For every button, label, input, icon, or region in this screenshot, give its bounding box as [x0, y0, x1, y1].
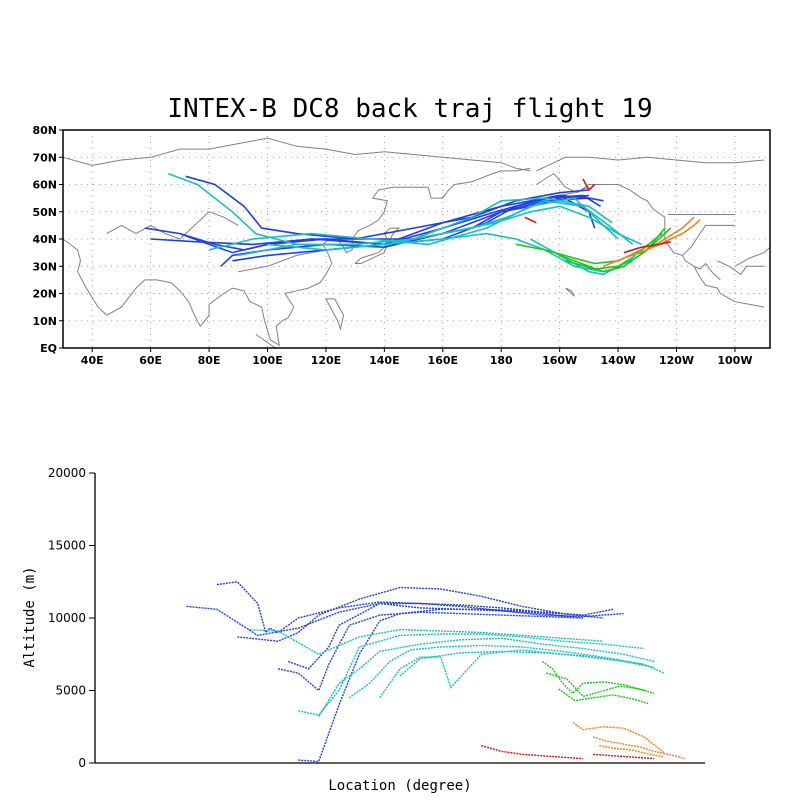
- coastline: [238, 249, 326, 273]
- map-x-tick-label: 180: [490, 354, 513, 367]
- map-trajectories: [144, 172, 701, 276]
- coastline: [63, 167, 531, 347]
- map-x-tick-label: 140E: [369, 354, 399, 367]
- map-trajectory-orange: [632, 219, 701, 257]
- map-y-tick-label: 30N: [32, 260, 57, 273]
- altitude-trajectory-cyan: [318, 637, 655, 717]
- altitude-trajectory-orange: [572, 721, 665, 754]
- coastline-map: [63, 137, 770, 348]
- altitude-trajectory-red: [481, 744, 584, 760]
- map-trajectory-red: [582, 178, 596, 192]
- map-trajectory-cyan: [238, 199, 634, 257]
- map-x-tick-label: 160W: [542, 354, 577, 367]
- altitude-trajectories: [186, 581, 685, 763]
- altitude-trajectory-red: [593, 753, 655, 760]
- altitude-y-axis-label: Altitude (m): [22, 566, 38, 667]
- map-x-tick-label: 100E: [252, 354, 282, 367]
- map-trajectory-green: [565, 227, 672, 270]
- altitude-y-tick-label: 5000: [55, 684, 86, 698]
- map-y-tick-label: 10N: [32, 315, 57, 328]
- altitude-y-ticks: 0 5000 10000 15000 20000: [48, 466, 95, 770]
- map-x-tick-label: 120W: [659, 354, 694, 367]
- altitude-trajectory-green: [558, 688, 649, 705]
- map-y-tick-label: 80N: [32, 124, 57, 137]
- map-trajectory-green: [515, 232, 663, 265]
- map-y-tick-label: EQ: [40, 342, 57, 355]
- chart-title: INTEX-B DC8 back traj flight 19: [167, 94, 652, 124]
- altitude-trajectory-cyan: [399, 650, 655, 677]
- map-x-tick-label: 60E: [139, 354, 162, 367]
- coastline: [734, 246, 770, 267]
- coastline: [717, 260, 765, 276]
- map-x-tick-label: 100W: [717, 354, 752, 367]
- altitude-y-tick-label: 10000: [48, 611, 86, 625]
- map-y-tick-label: 70N: [32, 151, 57, 164]
- altitude-trajectory-cyan: [348, 644, 665, 699]
- coastline: [565, 287, 575, 297]
- altitude-trajectory-cyan: [379, 649, 645, 699]
- coastline: [693, 262, 721, 281]
- coastline: [106, 211, 239, 240]
- map-y-tick-label: 20N: [32, 288, 57, 301]
- altitude-trajectory-blue: [298, 608, 584, 763]
- map-x-tick-label: 160E: [428, 354, 458, 367]
- map-trajectory-orange: [603, 216, 695, 268]
- altitude-trajectory-cyan: [247, 628, 604, 656]
- altitude-y-tick-label: 20000: [48, 466, 86, 480]
- map-trajectory-red: [524, 216, 537, 224]
- coastline: [63, 137, 531, 172]
- map-trajectory-cyan: [325, 232, 625, 273]
- map-x-tick-label: 40E: [81, 354, 104, 367]
- altitude-trajectory-green: [546, 672, 655, 698]
- coastline: [536, 156, 765, 172]
- coastline: [354, 227, 401, 264]
- map-x-tick-label: 140W: [601, 354, 636, 367]
- altitude-trajectory-blue: [277, 611, 584, 692]
- altitude-trajectory-cyan: [298, 633, 645, 716]
- altitude-panel: 0 5000 10000 15000 20000 Altitude (m) Locati…: [22, 466, 705, 794]
- map-y-tick-label: 40N: [32, 233, 57, 246]
- map-y-tick-label: 50N: [32, 206, 57, 219]
- altitude-axes: [94, 473, 705, 764]
- altitude-trajectory-blue: [216, 581, 624, 634]
- altitude-y-tick-label: 15000: [48, 539, 86, 553]
- altitude-x-axis-label: Location (degree): [328, 778, 471, 794]
- altitude-trajectory-orange: [599, 744, 665, 758]
- coastline: [255, 333, 277, 348]
- altitude-y-tick-label: 0: [78, 756, 86, 770]
- altitude-trajectory-green: [541, 660, 645, 695]
- map-x-tick-label: 80E: [198, 354, 221, 367]
- altitude-trajectory-blue: [237, 586, 604, 642]
- altitude-trajectory-blue: [287, 602, 584, 670]
- map-panel: 40E 60E 80E 100E 120E 140E 160E 180 160W 140W 120W…: [32, 124, 771, 367]
- map-y-ticks: EQ 10N 20N 30N 40N 50N 60N 70N 80N: [32, 124, 63, 355]
- altitude-trajectory-blue: [186, 602, 614, 637]
- coastline: [325, 298, 345, 331]
- coastline: [682, 224, 735, 256]
- map-x-ticks: 40E 60E 80E 100E 120E 140E 160E 180 160W 140W 120W…: [81, 348, 752, 367]
- map-trajectory-red: [623, 240, 671, 254]
- map-trajectory-blue: [185, 175, 589, 240]
- map-y-tick-label: 60N: [32, 179, 57, 192]
- map-trajectory-cyan: [530, 238, 637, 276]
- map-x-tick-label: 120E: [311, 354, 341, 367]
